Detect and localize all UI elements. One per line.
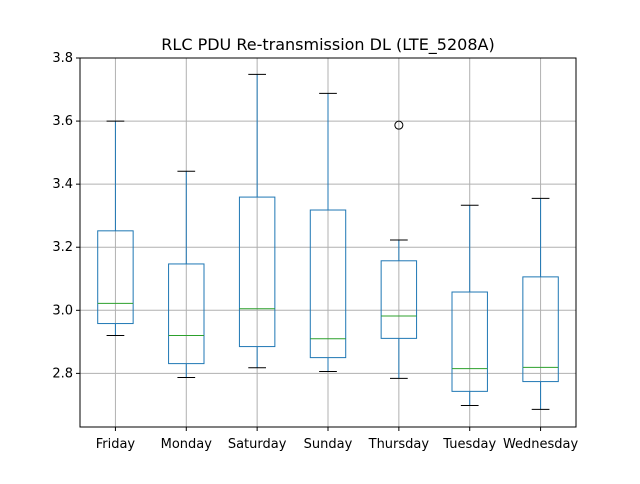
box-group: [97, 120, 134, 337]
iqr-box: [97, 230, 134, 325]
y-tick-label: 3.2: [52, 240, 73, 255]
y-tick-label: 3.0: [52, 303, 73, 318]
x-tick-label: Wednesday: [503, 437, 579, 452]
iqr-box: [238, 196, 276, 348]
y-tick-label: 3.6: [52, 114, 73, 129]
box-group: [380, 120, 418, 379]
x-tick-label: Thursday: [368, 437, 430, 452]
y-tick-label: 2.8: [52, 366, 73, 381]
axis-layer: 2.8 3.0 3.2 3.4 3.6 3.8 Friday Monday Saturday Su…: [52, 51, 578, 452]
y-tick-label: 3.8: [52, 51, 73, 66]
outlier-point: [394, 120, 404, 130]
y-tick-label: 3.4: [52, 177, 73, 192]
box-group: [451, 204, 488, 407]
box-group: [168, 170, 205, 378]
x-tick-label: Sunday: [304, 437, 353, 452]
box-group: [309, 92, 347, 372]
x-tick-label: Monday: [161, 437, 213, 452]
box-group: [238, 73, 276, 369]
plot-layer: [97, 73, 559, 410]
box-group: [522, 197, 559, 410]
chart-title: RLC PDU Re-transmission DL (LTE_5208A): [161, 35, 494, 55]
iqr-box: [380, 260, 418, 339]
iqr-box: [168, 263, 205, 365]
x-tick-label: Tuesday: [442, 437, 496, 452]
iqr-box: [522, 276, 559, 383]
x-tick-label: Saturday: [228, 437, 287, 452]
iqr-box: [451, 291, 488, 392]
iqr-box: [309, 209, 347, 359]
x-tick-label: Friday: [96, 437, 136, 452]
